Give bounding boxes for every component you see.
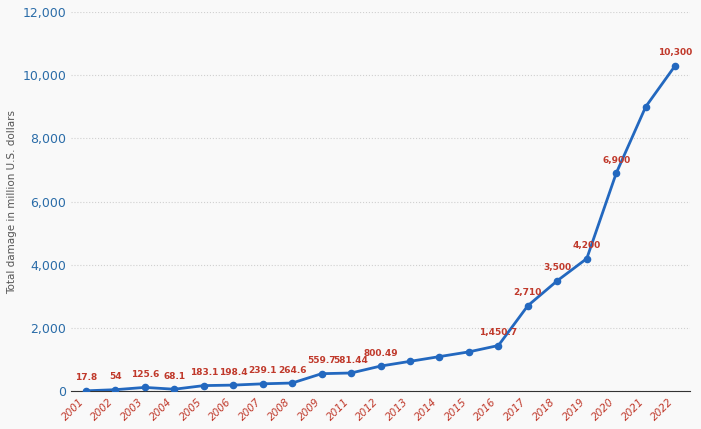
Point xyxy=(434,353,445,360)
Text: 239.1: 239.1 xyxy=(248,366,277,375)
Text: 183.1: 183.1 xyxy=(189,368,218,377)
Point xyxy=(287,380,298,387)
Text: 10,300: 10,300 xyxy=(658,48,693,57)
Text: 559.7: 559.7 xyxy=(307,356,336,366)
Point xyxy=(110,386,121,393)
Point xyxy=(611,170,622,177)
Point xyxy=(493,342,504,349)
Point xyxy=(522,302,533,309)
Point xyxy=(581,255,592,262)
Point xyxy=(552,277,563,284)
Text: 1,450.7: 1,450.7 xyxy=(479,328,517,337)
Point xyxy=(198,382,210,389)
Text: 800.49: 800.49 xyxy=(363,349,398,358)
Point xyxy=(257,381,268,387)
Text: 54: 54 xyxy=(109,372,122,381)
Text: 125.6: 125.6 xyxy=(130,370,159,379)
Text: 68.1: 68.1 xyxy=(163,372,185,381)
Point xyxy=(228,382,239,389)
Text: 2,710: 2,710 xyxy=(514,288,542,297)
Text: 3,500: 3,500 xyxy=(543,263,571,272)
Point xyxy=(346,369,357,376)
Point xyxy=(169,386,180,393)
Point xyxy=(404,358,416,365)
Point xyxy=(463,348,475,355)
Point xyxy=(316,370,327,377)
Point xyxy=(640,103,651,110)
Point xyxy=(81,387,92,394)
Text: 17.8: 17.8 xyxy=(75,374,97,383)
Point xyxy=(669,62,681,69)
Point xyxy=(139,384,151,391)
Text: 581.44: 581.44 xyxy=(334,356,369,365)
Text: 264.6: 264.6 xyxy=(278,366,306,375)
Text: 198.4: 198.4 xyxy=(219,368,247,377)
Point xyxy=(375,363,386,369)
Text: 6,900: 6,900 xyxy=(602,156,630,165)
Text: 4,200: 4,200 xyxy=(573,241,601,250)
Y-axis label: Total damage in million U.S. dollars: Total damage in million U.S. dollars xyxy=(7,110,17,294)
